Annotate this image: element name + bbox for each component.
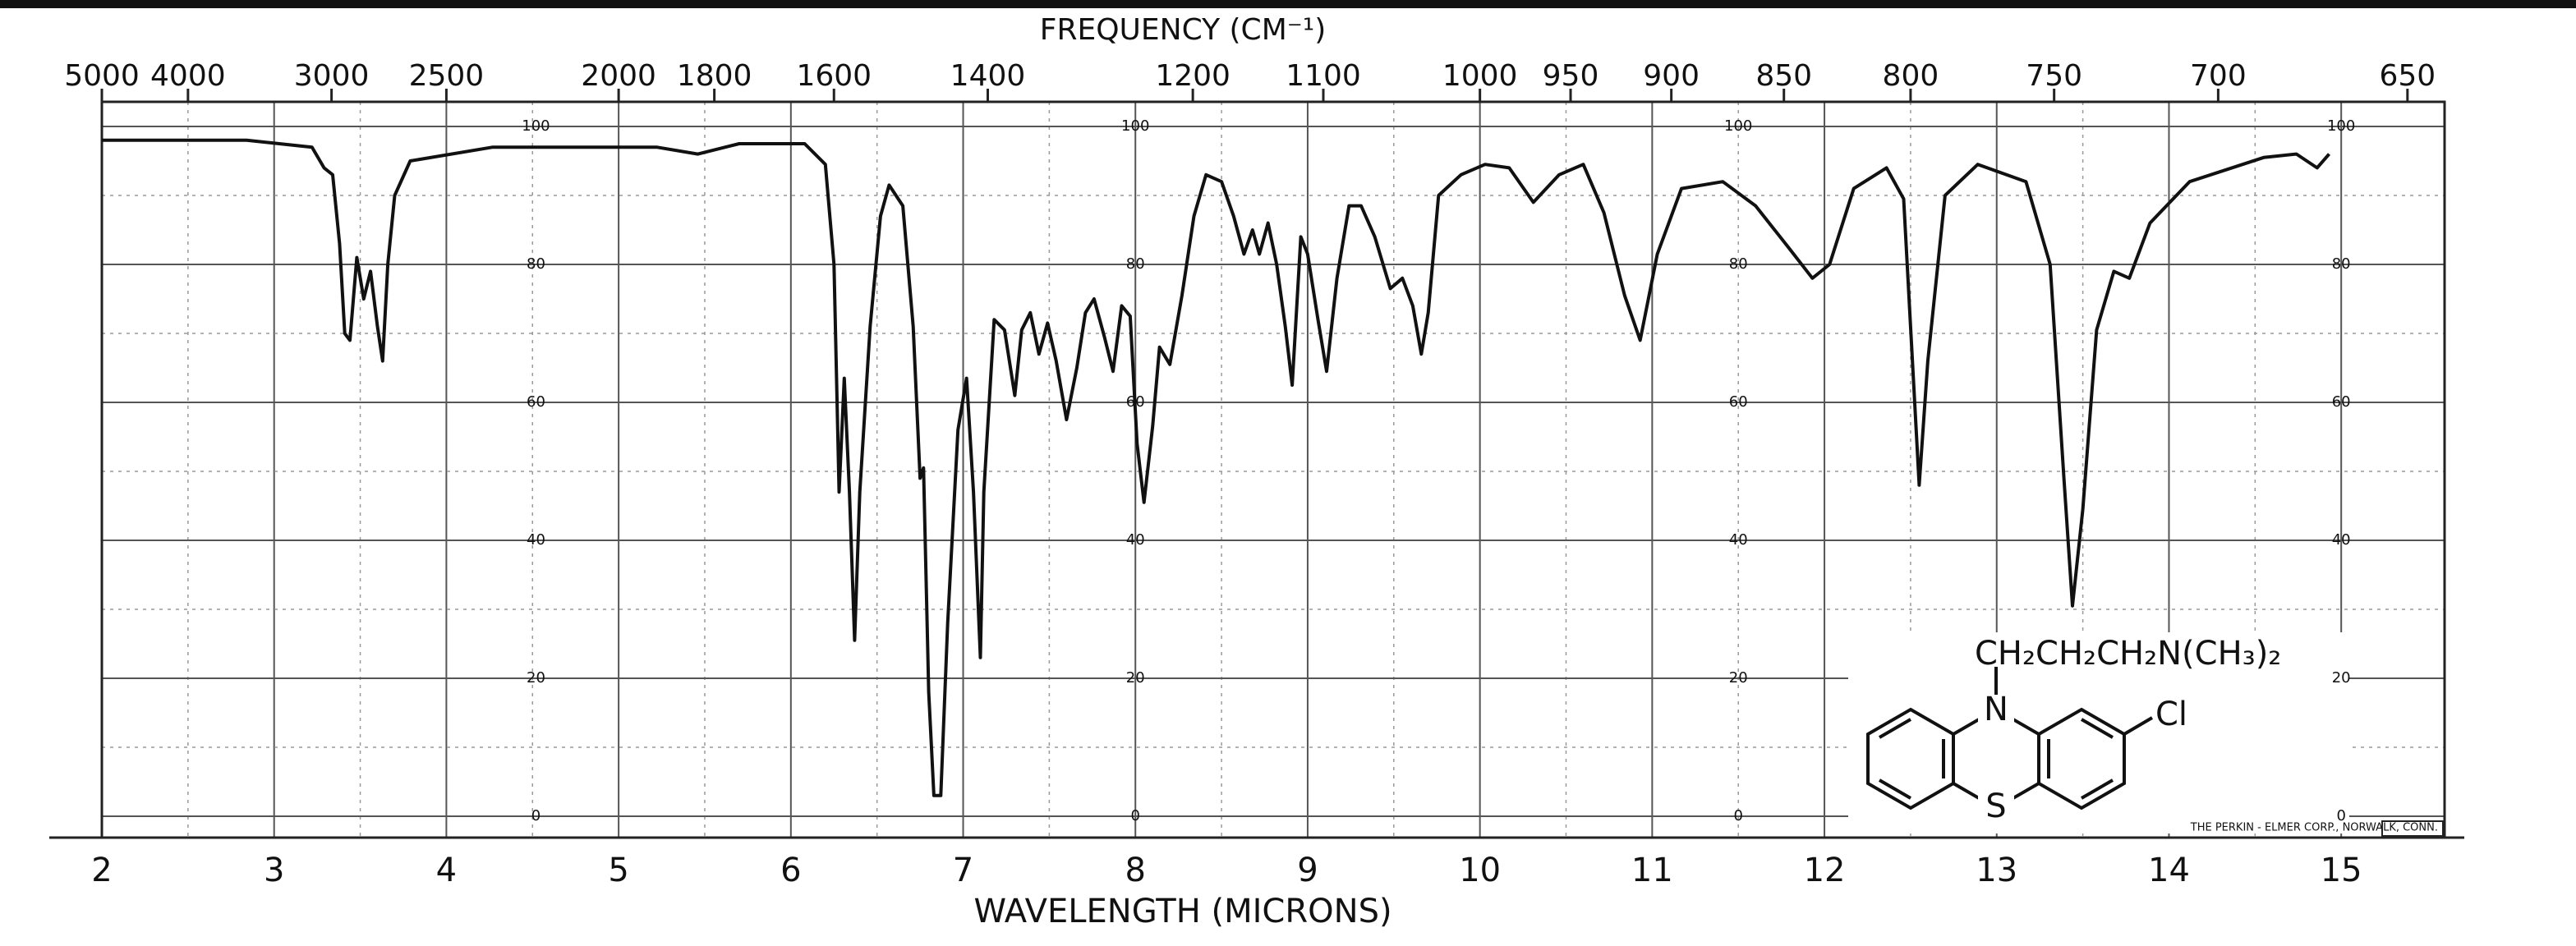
top-axis-title: FREQUENCY (CM⁻¹) <box>1040 13 1327 47</box>
x2-tick-label: 2000 <box>581 59 656 93</box>
x2-tick-label: 1100 <box>1286 59 1361 93</box>
x2-tick-label: 900 <box>1643 59 1700 93</box>
credit: THE PERKIN - ELMER CORP., NORWALK, CONN. <box>2190 822 2438 834</box>
x2-tick-label: 1800 <box>677 59 752 93</box>
atom-n: N <box>1984 691 2008 728</box>
x-tick-label: 8 <box>1125 852 1146 889</box>
x-tick-label: 4 <box>436 852 457 889</box>
y-tick-label: 80 <box>527 255 545 273</box>
credit-box <box>2381 820 2444 837</box>
y-tick-label: 20 <box>1729 669 1748 687</box>
x2-tick-label: 1200 <box>1155 59 1230 93</box>
y-tick-label: 60 <box>1729 393 1748 411</box>
x2-tick-label: 5000 <box>64 59 140 93</box>
x2-tick-label: 950 <box>1543 59 1599 93</box>
y-tick-label: 0 <box>2336 807 2345 824</box>
y-tick-label: 0 <box>1131 807 1140 824</box>
x-tick-label: 3 <box>264 852 284 889</box>
x2-tick-label: 4000 <box>150 59 226 93</box>
y-tick-label: 40 <box>1126 531 1145 549</box>
double-bond <box>2080 718 2114 739</box>
double-bond <box>1878 718 1912 739</box>
atom-cl: Cl <box>2155 696 2187 733</box>
x-tick-label: 12 <box>1804 852 1846 889</box>
x2-tick-label: 850 <box>1755 59 1812 93</box>
double-bond <box>1878 778 1912 800</box>
structure: N S Cl CH₂CH₂CH₂N(CH₃)₂ <box>1848 632 2349 833</box>
top-edge <box>0 0 2576 8</box>
x-tick-label: 15 <box>2321 852 2362 889</box>
y-tick-label: 100 <box>1121 117 1149 135</box>
x2-tick-label: 1600 <box>796 59 872 93</box>
double-bond <box>2080 778 2114 800</box>
y-tick-label: 0 <box>1733 807 1742 824</box>
y-tick-label: 100 <box>2327 117 2355 135</box>
atom-s: S <box>1985 788 2006 825</box>
y-tick-label: 40 <box>1729 531 1748 549</box>
y-tick-label: 100 <box>1724 117 1752 135</box>
substituent: CH₂CH₂CH₂N(CH₃)₂ <box>1975 635 2281 673</box>
x2-tick-label: 700 <box>2190 59 2247 93</box>
x2-tick-label: 750 <box>2026 59 2082 93</box>
label-bg <box>1978 792 2014 824</box>
y-tick-label: 80 <box>1126 255 1145 273</box>
y-tick-label: 0 <box>531 807 540 824</box>
y-tick-label: 100 <box>522 117 550 135</box>
x-tick-label: 13 <box>1976 852 2017 889</box>
bond-cl <box>2123 716 2154 736</box>
x-tick-label: 14 <box>2148 852 2190 889</box>
x-tick-label: 6 <box>780 852 801 889</box>
x2-tick-label: 3000 <box>294 59 370 93</box>
x-tick-label: 11 <box>1631 852 1673 889</box>
x2-tick-label: 800 <box>1883 59 1939 93</box>
x2-tick-label: 2500 <box>409 59 485 93</box>
spectrum-line <box>102 138 2331 797</box>
x-tick-label: 7 <box>953 852 973 889</box>
y-tick-label: 80 <box>2332 255 2351 273</box>
x-tick-label: 5 <box>608 852 628 889</box>
y-tick-label: 60 <box>2332 393 2351 411</box>
x-axis-title: WAVELENGTH (MICRONS) <box>973 893 1392 930</box>
label-bg <box>1978 695 2014 728</box>
y-tick-label: 20 <box>1126 669 1145 687</box>
y-tick-label: 40 <box>527 531 545 549</box>
y-tick-label: 80 <box>1729 255 1748 273</box>
x-tick-label: 10 <box>1459 852 1501 889</box>
y-tick-label: 20 <box>527 669 545 687</box>
x-tick-label: 9 <box>1297 852 1318 889</box>
y-tick-label: 60 <box>527 393 545 411</box>
x2-tick-label: 1000 <box>1442 59 1518 93</box>
y-tick-label: 40 <box>2332 531 2351 549</box>
x-tick-label: 2 <box>91 852 112 889</box>
x2-tick-label: 1400 <box>950 59 1026 93</box>
y-tick-label: 20 <box>2332 669 2351 687</box>
x2-tick-label: 650 <box>2379 59 2436 93</box>
